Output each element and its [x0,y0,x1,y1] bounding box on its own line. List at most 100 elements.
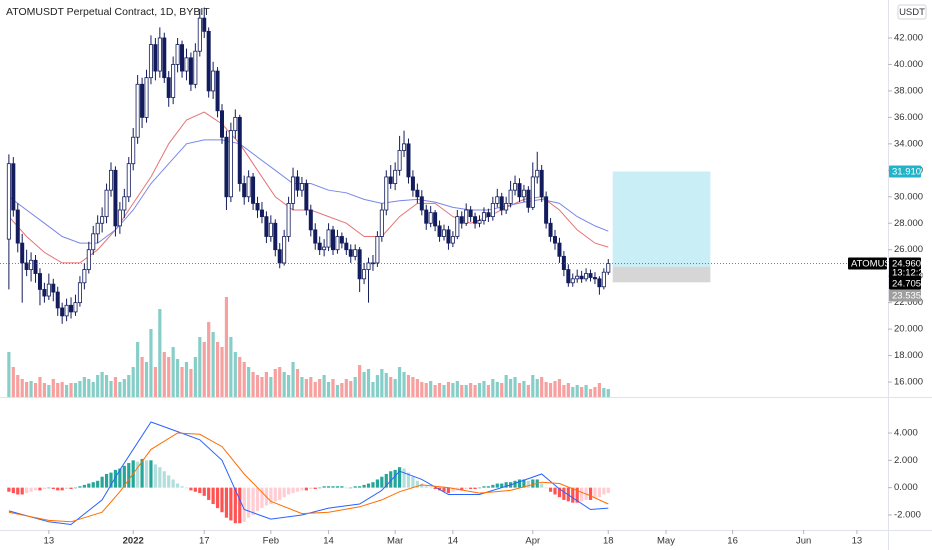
histogram-bar [557,487,562,498]
histogram-bar [491,484,495,488]
histogram-bar [78,486,82,488]
x-tick-label: 16 [727,536,738,547]
volume-bar [504,375,508,397]
volume-bar [304,379,308,397]
volume-bar [158,309,162,397]
histogram-bar [335,486,340,488]
histogram-bar [273,487,277,502]
volume-bar [162,352,166,397]
volume-bar [566,383,570,397]
volume-bar [144,362,149,397]
histogram-bar [51,487,55,490]
volume-bar [73,383,78,397]
countdown-box [889,266,921,279]
volume-bar [189,369,193,397]
candle-body [575,275,580,280]
candle-body [162,37,167,79]
volume-bar [531,375,535,397]
volume-bar [446,382,451,397]
histogram-bar [215,487,220,509]
histogram-bar [198,487,202,494]
candle-body [366,262,371,270]
candle-body [490,202,495,218]
volume-bar [87,379,91,397]
volume-bar [51,379,55,397]
volume-bar [273,369,277,397]
volume-bar [597,383,601,397]
histogram-bar [513,480,517,488]
last-price-label: 24.960 [892,258,921,269]
candle-body [477,220,482,224]
histogram-bar [144,460,149,488]
volume-bar [118,382,122,397]
candle-body [397,150,402,171]
volume-bar [544,382,548,397]
histogram-bar [424,486,428,488]
volume-bar [153,367,157,397]
candle-body [393,169,398,184]
volume-bar [353,377,357,397]
volume-bar [535,379,539,397]
histogram-bar [136,461,140,488]
volume-bar [242,362,246,397]
volume-bar [224,297,229,397]
volume-bar [233,352,237,397]
candle-body [450,236,455,244]
candle-body [131,136,136,165]
candle-body [353,249,358,257]
histogram-bar [202,487,206,496]
volume-bar [580,387,584,397]
currency[interactable]: USDT [899,7,925,18]
candle-body [100,216,105,224]
candle-body [388,176,393,184]
stop-label: 23.535 [892,290,921,301]
volume-bar [91,382,95,397]
candle-body [117,209,122,227]
histogram-bar [167,475,171,488]
volume-bar [127,375,131,397]
candle-body [384,176,389,211]
histogram-bar [326,486,331,488]
countdown: 13:12:21 [892,267,929,278]
candle-body [246,176,251,198]
volume-bar [149,329,153,397]
candle-body [521,189,526,198]
histogram-bar [140,458,144,488]
y-tick-label: 0.000 [894,482,918,493]
currency-box[interactable] [897,4,927,20]
histogram-bar [184,487,189,489]
volume-bar [593,387,597,397]
histogram-bar [109,472,113,488]
candle-body [544,196,549,224]
volume-bar [424,383,428,397]
volume-bar [96,375,100,397]
histogram-bar [65,487,69,490]
volume-bar [491,379,495,397]
histogram-bar [11,487,15,494]
histogram-bar [469,487,473,490]
histogram-bar [522,479,526,488]
histogram-bar [56,487,60,491]
volume-bar [411,377,415,397]
volume-bar [602,388,606,397]
volume-bar [16,375,20,397]
histogram-bar [220,487,224,513]
y-tick-label: 18.000 [894,350,923,361]
histogram-bar [118,468,122,488]
y-tick-label: 22.000 [894,297,923,308]
histogram-bar [540,483,544,488]
symbol-tag: ATOMUSDT [851,258,904,269]
volume-bar [309,377,313,397]
histogram-bar [389,471,393,488]
histogram-bar [127,463,131,488]
candle-body [313,229,318,244]
volume-bar [380,369,384,397]
candle-body [268,222,273,237]
histogram-bar [371,482,375,488]
volume-bar [38,377,42,397]
histogram-bar [446,487,451,494]
y-tick-label: -2.000 [894,509,921,520]
y-tick-label: 40.000 [894,59,923,70]
volume-bar [486,385,490,397]
